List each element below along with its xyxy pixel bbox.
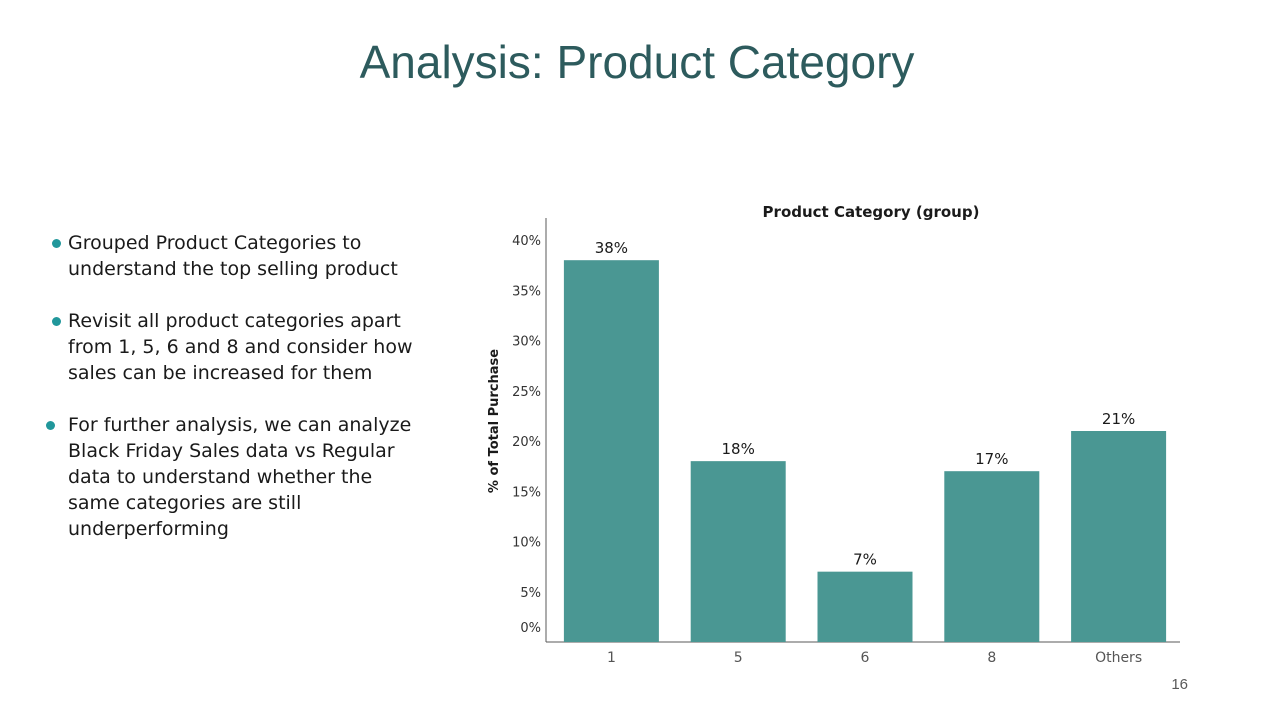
bar [1071, 431, 1167, 642]
bullet-item: Grouped Product Categories to understand… [44, 230, 424, 282]
bar-chart-svg: Product Category (group) 0% 5% 10% 15% 20% 25%… [487, 203, 1180, 666]
y-tick-label: 40% [512, 234, 541, 249]
y-tick-label: 0% [520, 621, 541, 636]
x-tick-label: 8 [987, 650, 996, 666]
bar-data-label: 7% [853, 551, 877, 569]
y-tick-label: 35% [512, 284, 541, 299]
x-tick-label: 1 [607, 650, 616, 666]
bar-data-label: 18% [722, 440, 755, 458]
bullet-item: For further analysis, we can analyze Bla… [44, 412, 424, 542]
x-tick-label: 6 [861, 650, 870, 666]
y-tick-label: 30% [512, 335, 541, 350]
bullet-text: Grouped Product Categories to understand… [68, 232, 398, 280]
y-axis-label: % of Total Purchase [487, 349, 502, 493]
y-tick-label: 20% [512, 435, 541, 450]
y-tick-label: 5% [520, 586, 541, 601]
bullet-list: Grouped Product Categories to understand… [44, 230, 424, 568]
y-tick-label: 15% [512, 485, 541, 500]
x-tick-label: 5 [734, 650, 743, 666]
bullet-item: Revisit all product categories apart fro… [44, 308, 424, 386]
bar-data-label: 21% [1102, 410, 1135, 428]
x-tick-label: Others [1095, 650, 1142, 666]
y-tick-label: 25% [512, 385, 541, 400]
bar-data-label: 38% [595, 239, 628, 257]
bar [690, 461, 786, 642]
bullet-text: Revisit all product categories apart fro… [68, 310, 413, 384]
bar [563, 260, 659, 642]
bar [817, 571, 913, 642]
bar-data-label: 17% [975, 450, 1008, 468]
bullet-dot-icon [52, 239, 61, 248]
bullet-dot-icon [46, 421, 55, 430]
bar-chart: Product Category (group) 0% 5% 10% 15% 20% 25%… [470, 190, 1200, 680]
chart-title: Product Category (group) [763, 203, 980, 221]
bar [944, 471, 1040, 642]
y-tick-label: 10% [512, 536, 541, 551]
bullet-text: For further analysis, we can analyze Bla… [68, 414, 412, 540]
page-number: 16 [1171, 676, 1188, 693]
slide-title: Analysis: Product Category [359, 36, 915, 88]
bullet-dot-icon [52, 317, 61, 326]
